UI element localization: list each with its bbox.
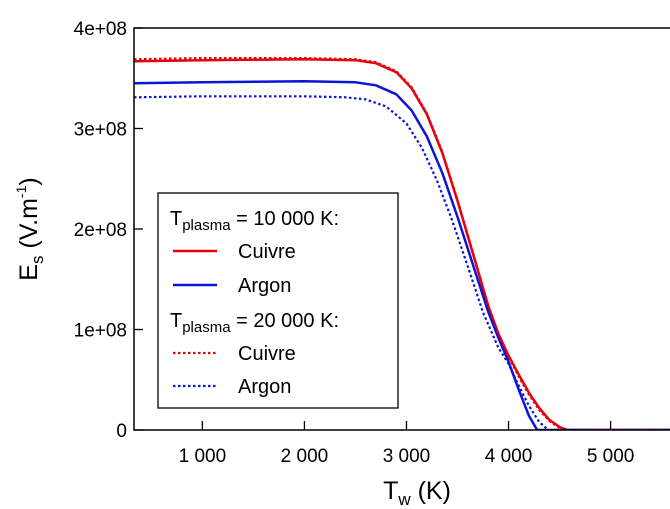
y-axis-title: Es (V.m-1) [13,177,47,280]
legend-group1-heading-main: T [170,208,182,230]
y-axis-title-main: E [15,264,43,281]
legend-label-argon-10000: Argon [238,275,291,297]
y-tick-label-3: 3e+08 [74,120,127,141]
plot-frame [133,27,670,431]
x-axis-title-main: T [383,477,398,505]
x-axis-title: Tw (K) [383,477,451,509]
y-tick-label-1: 1e+08 [74,321,127,342]
y-tick-label-0: 0 [116,421,127,442]
y-axis-title-rest1: (V.m [15,198,43,255]
x-tick-label-1: 2 000 [281,446,329,467]
tick-labels: 1 000 2 000 3 000 4 000 5 000 0 1e+08 2e+08 3e+0… [74,19,635,467]
x-tick-label-3: 4 000 [485,446,533,467]
y-tick-label-4: 4e+08 [74,19,127,40]
legend-group1-heading-rest: = 10 000 K: [231,208,339,230]
legend-group2-heading: Tplasma = 20 000 K: [170,310,339,336]
legend: Tplasma = 10 000 K: Cuivre Argon Tplasma… [157,192,399,409]
legend-group2-heading-sub: plasma [182,319,231,336]
legend-group1-heading: Tplasma = 10 000 K: [170,208,339,234]
legend-group2-heading-main: T [170,310,182,332]
series-layer [134,56,670,430]
x-axis-title-rest: (K) [411,477,451,505]
legend-label-argon-20000: Argon [238,376,291,398]
x-tick-label-2: 3 000 [383,446,431,467]
series-cuivre-20000 [134,56,670,430]
y-axis-title-rest2: ) [15,177,43,185]
legend-label-cuivre-20000: Cuivre [238,343,296,365]
legend-group2-heading-rest: = 20 000 K: [231,310,339,332]
x-tick-label-0: 1 000 [179,446,227,467]
x-axis-title-sub: w [397,490,411,509]
series-argon-20000 [134,95,670,430]
y-axis-title-sub: s [28,256,47,265]
series-argon-10000 [134,80,670,430]
legend-group1-heading-sub: plasma [182,217,231,234]
x-tick-label-4: 5 000 [587,446,635,467]
y-tick-label-2: 2e+08 [74,220,127,241]
legend-label-cuivre-10000: Cuivre [238,241,296,263]
y-axis-title-sup: -1 [13,185,29,198]
series-cuivre-10000 [134,57,670,430]
legend-box [157,192,399,409]
